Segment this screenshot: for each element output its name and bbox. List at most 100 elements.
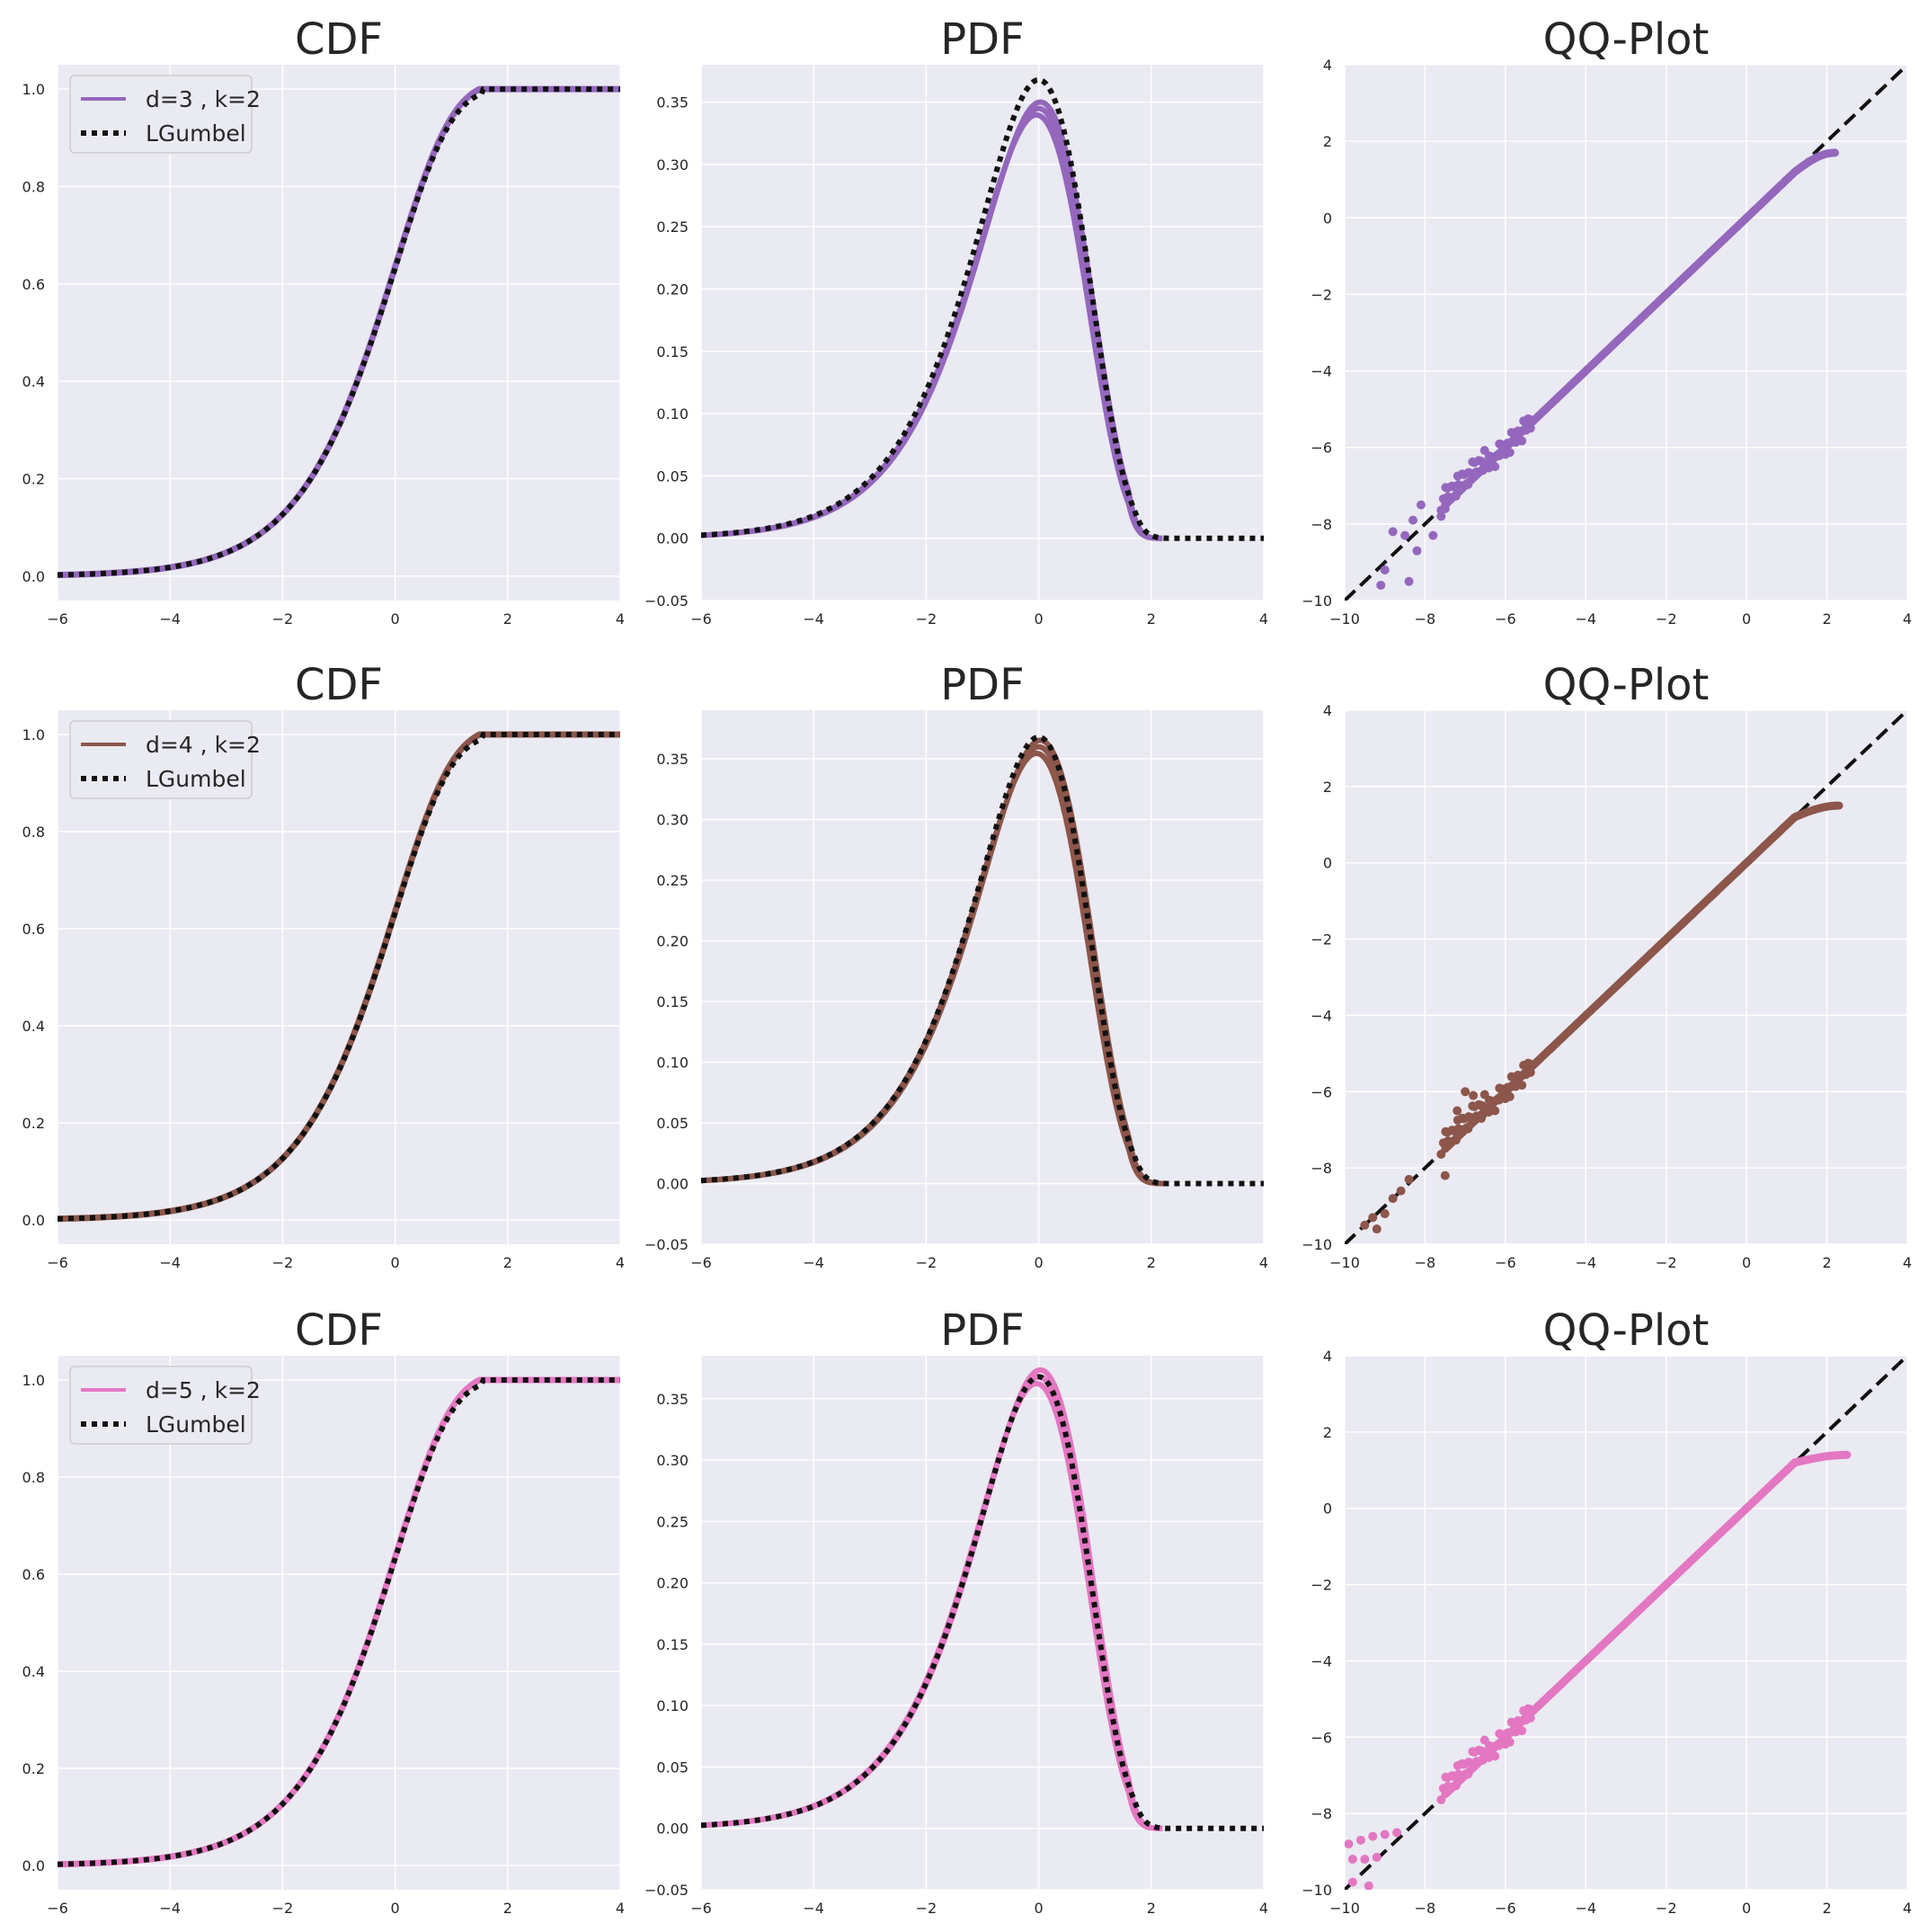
y-tick-label: 2 (1323, 133, 1332, 150)
y-tick-label: 0.4 (22, 373, 45, 390)
y-tick-label: −4 (1311, 1007, 1332, 1024)
qq-point (1525, 1713, 1535, 1723)
y-tick-label: 0.35 (656, 751, 689, 768)
x-tick-label: 2 (1822, 610, 1831, 628)
y-tick-label: 0.20 (656, 1575, 689, 1592)
y-tick-label: −4 (1311, 363, 1332, 380)
qq-point (1380, 1830, 1390, 1839)
legend-label-lgumbel: LGumbel (146, 120, 246, 147)
x-tick-label: −8 (1415, 1900, 1436, 1917)
x-tick-label: −10 (1329, 610, 1360, 628)
qq-point (1525, 1059, 1535, 1069)
y-tick-label: −6 (1311, 1083, 1332, 1100)
x-tick-label: 4 (1259, 1254, 1268, 1271)
x-tick-label: 2 (1147, 1254, 1156, 1271)
qq-point (1517, 1726, 1527, 1736)
y-tick-label: 0.05 (656, 1115, 689, 1132)
qq-point (1404, 576, 1414, 586)
x-tick-label: 4 (1259, 1900, 1268, 1917)
legend-label-lgumbel: LGumbel (146, 1411, 246, 1438)
y-tick-label: −10 (1302, 592, 1332, 610)
lgumbel-cdf-line (58, 732, 620, 1222)
legend-label-lgumbel: LGumbel (146, 766, 246, 792)
y-tick-label: 0.25 (656, 872, 689, 889)
qq-point (1451, 491, 1461, 501)
qq-point (1412, 546, 1422, 556)
qq-point (1490, 1751, 1500, 1761)
x-tick-label: −6 (47, 610, 68, 628)
x-tick-label: 2 (1822, 1900, 1831, 1917)
panel-pdf-row0: −6 −4 −2 0 2 4 −0.05 0.00 0.05 0.10 0.15 0.20 0.25 0.… (644, 14, 1268, 628)
y-tick-label: 0 (1323, 209, 1332, 227)
panel-title: QQ-Plot (1543, 660, 1710, 710)
x-tick-label: −2 (916, 1900, 937, 1917)
x-tick-label: −4 (159, 1254, 181, 1271)
y-tick-label: −0.05 (644, 592, 689, 610)
y-tick-label: 0.30 (656, 1452, 689, 1469)
x-tick-label: −6 (690, 1254, 712, 1271)
qq-point (1440, 503, 1450, 513)
plot-area (58, 85, 620, 579)
x-tick-label: −4 (803, 1254, 824, 1271)
lgumbel-pdf-line (701, 76, 1264, 541)
qq-point (1416, 500, 1426, 510)
x-tick-label: −4 (803, 1900, 824, 1917)
x-tick-label: 4 (1903, 610, 1912, 628)
panel-title: CDF (295, 14, 383, 65)
qq-point (1400, 530, 1410, 540)
x-tick-label: −4 (1575, 610, 1596, 628)
plot-background (58, 710, 620, 1244)
plot-area (701, 734, 1264, 1187)
legend-label-sim: d=4 , k=2 (146, 732, 261, 758)
x-tick-label: −2 (1656, 610, 1677, 628)
plot-background (701, 710, 1264, 1244)
y-tick-label: 1.0 (22, 81, 45, 98)
panel-title: PDF (940, 1305, 1025, 1356)
y-tick-label: 0.30 (656, 156, 689, 174)
plot-area (1345, 710, 1907, 1244)
y-tick-label: 0.8 (22, 1469, 45, 1486)
y-tick-label: 0.10 (656, 1055, 689, 1072)
x-tick-label: −2 (916, 1254, 937, 1271)
x-tick-label: −6 (1495, 1900, 1516, 1917)
y-tick-label: 0.00 (656, 530, 689, 548)
legend: d=4 , k=2 LGumbel (69, 720, 261, 799)
x-tick-label: −4 (159, 610, 181, 628)
x-tick-label: −2 (272, 610, 294, 628)
qq-point (1372, 1224, 1382, 1234)
y-tick-label: −0.05 (644, 1882, 689, 1899)
qq-point (1392, 1828, 1402, 1838)
y-tick-label: −2 (1311, 931, 1332, 948)
legend-label-sim: d=5 , k=2 (146, 1377, 261, 1403)
qq-point (1388, 527, 1398, 537)
lgumbel-cdf-line (58, 1377, 620, 1867)
panel-title: QQ-Plot (1543, 1305, 1710, 1356)
qq-point (1517, 1081, 1527, 1091)
y-tick-label: 0.6 (22, 276, 45, 293)
y-tick-label: −6 (1311, 440, 1332, 457)
qq-point (1368, 1831, 1378, 1841)
x-tick-label: −2 (272, 1900, 294, 1917)
y-tick-label: 2 (1323, 1424, 1332, 1441)
y-tick-label: 0.25 (656, 1513, 689, 1530)
y-tick-label: 0.2 (22, 471, 45, 488)
x-tick-label: −6 (1495, 1254, 1516, 1271)
x-tick-label: 0 (1742, 610, 1751, 628)
y-tick-label: 0.6 (22, 921, 45, 938)
x-tick-label: 0 (1035, 1254, 1044, 1271)
y-tick-label: −4 (1311, 1652, 1332, 1669)
y-tick-label: 0.10 (656, 1697, 689, 1714)
x-tick-label: 0 (1742, 1900, 1751, 1917)
qq-point (1380, 1209, 1390, 1219)
x-tick-label: −2 (1656, 1254, 1677, 1271)
plot-background (701, 1356, 1264, 1890)
qq-point (1436, 1794, 1446, 1804)
x-tick-label: 2 (1147, 1900, 1156, 1917)
legend: d=5 , k=2 LGumbel (69, 1366, 261, 1445)
qq-point (1463, 480, 1473, 490)
lgumbel-cdf-line (58, 86, 620, 578)
x-tick-label: 2 (503, 1254, 512, 1271)
y-tick-label: 0 (1323, 1500, 1332, 1518)
y-tick-label: 0.15 (656, 1636, 689, 1653)
y-tick-label: 0.8 (22, 824, 45, 841)
